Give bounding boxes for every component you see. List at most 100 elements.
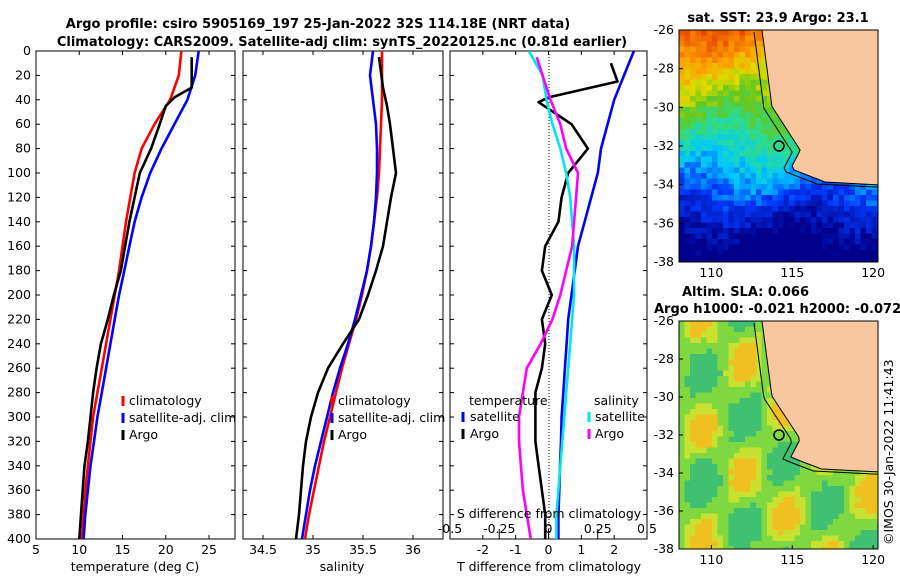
map-cell	[838, 217, 845, 223]
map-cell	[756, 244, 762, 251]
map-cell	[805, 535, 812, 542]
map-cell	[871, 475, 878, 481]
map-cell	[844, 244, 850, 251]
map-cell	[679, 74, 685, 80]
map-cell	[816, 519, 823, 525]
map-cell	[712, 217, 718, 223]
map-cell	[679, 491, 685, 498]
map-cell	[679, 46, 685, 53]
map-cell	[706, 513, 713, 520]
map-cell	[866, 244, 872, 251]
map-cell	[679, 469, 685, 476]
map-y-tick-label: -36	[654, 215, 674, 230]
map-cell	[783, 222, 790, 229]
map-cell	[728, 233, 735, 240]
map-cell	[772, 535, 779, 542]
map-cell	[695, 530, 702, 536]
map-cell	[684, 162, 691, 168]
map-cell	[745, 442, 751, 448]
map-cell	[745, 140, 751, 146]
map-cell	[734, 409, 740, 415]
map-cell	[816, 195, 823, 201]
map-cell	[811, 228, 817, 234]
map-cell	[701, 519, 707, 525]
map-cell	[800, 222, 806, 229]
map-cell	[712, 151, 718, 157]
map-cell	[712, 332, 718, 338]
map-cell	[723, 250, 729, 256]
map-cell	[794, 178, 801, 185]
map-cell	[756, 211, 762, 218]
map-cell	[805, 524, 812, 531]
map-cell	[827, 541, 834, 547]
map-cell	[767, 392, 773, 399]
map-cell	[739, 343, 746, 349]
map-cell	[800, 195, 806, 201]
map-cell	[701, 211, 707, 218]
map-cell	[684, 255, 691, 262]
map-cell	[866, 530, 872, 536]
map-cell	[745, 195, 751, 201]
map-cell	[756, 173, 762, 179]
map-cell	[794, 513, 801, 520]
map-cell	[679, 431, 685, 437]
map-cell	[701, 376, 707, 382]
map-cell	[800, 508, 806, 514]
map-cell	[833, 233, 839, 240]
map-cell	[717, 112, 724, 119]
map-cell	[684, 63, 691, 69]
map-cell	[712, 508, 718, 514]
map-cell	[728, 57, 735, 64]
map-cell	[794, 200, 801, 207]
map-cell	[706, 381, 713, 388]
x-tick-label: 0	[545, 542, 553, 557]
map-cell	[767, 107, 773, 113]
map-cell	[789, 524, 795, 531]
map-cell	[734, 392, 740, 399]
map-cell	[783, 447, 790, 454]
map-cell	[679, 398, 685, 404]
map-cell	[811, 239, 817, 245]
map-cell	[684, 546, 691, 549]
map-cell	[717, 145, 724, 152]
map-cell	[712, 74, 718, 80]
map-cell	[723, 359, 729, 366]
map-cell	[761, 145, 768, 152]
map-cell	[723, 420, 729, 426]
map-cell	[679, 475, 685, 481]
map-cell	[690, 46, 696, 53]
map-cell	[728, 524, 735, 531]
map-cell	[745, 41, 751, 47]
map-cell	[866, 541, 872, 547]
map-cell	[756, 387, 762, 393]
map-cell	[805, 195, 812, 201]
map-cell	[701, 381, 707, 388]
map-cell	[690, 118, 696, 124]
map-cell	[723, 398, 729, 404]
map-cell	[712, 184, 718, 190]
map-cell	[728, 326, 735, 333]
map-cell	[701, 502, 707, 509]
map-cell	[695, 535, 702, 542]
map-cell	[783, 458, 790, 465]
map-cell	[717, 195, 724, 201]
map-cell	[706, 414, 713, 421]
map-cell	[701, 348, 707, 355]
map-cell	[695, 326, 702, 333]
map-cell	[695, 453, 702, 459]
map-cell	[728, 480, 735, 487]
map-cell	[717, 140, 724, 146]
map-cell	[761, 112, 768, 119]
map-cell	[723, 57, 729, 64]
map-cell	[783, 519, 790, 525]
map-cell	[761, 217, 768, 223]
map-cell	[728, 228, 735, 234]
legend-satellite: satellite-adj. clim	[338, 410, 445, 425]
map-cell	[684, 486, 691, 492]
legend-satellite: satellite-adj. clim	[129, 410, 236, 425]
map-y-tick-label: -28	[654, 61, 674, 76]
map-x-tick-label: 110	[699, 552, 723, 567]
map-cell	[728, 508, 735, 514]
map-cell	[701, 425, 707, 432]
map-cell	[728, 173, 735, 179]
